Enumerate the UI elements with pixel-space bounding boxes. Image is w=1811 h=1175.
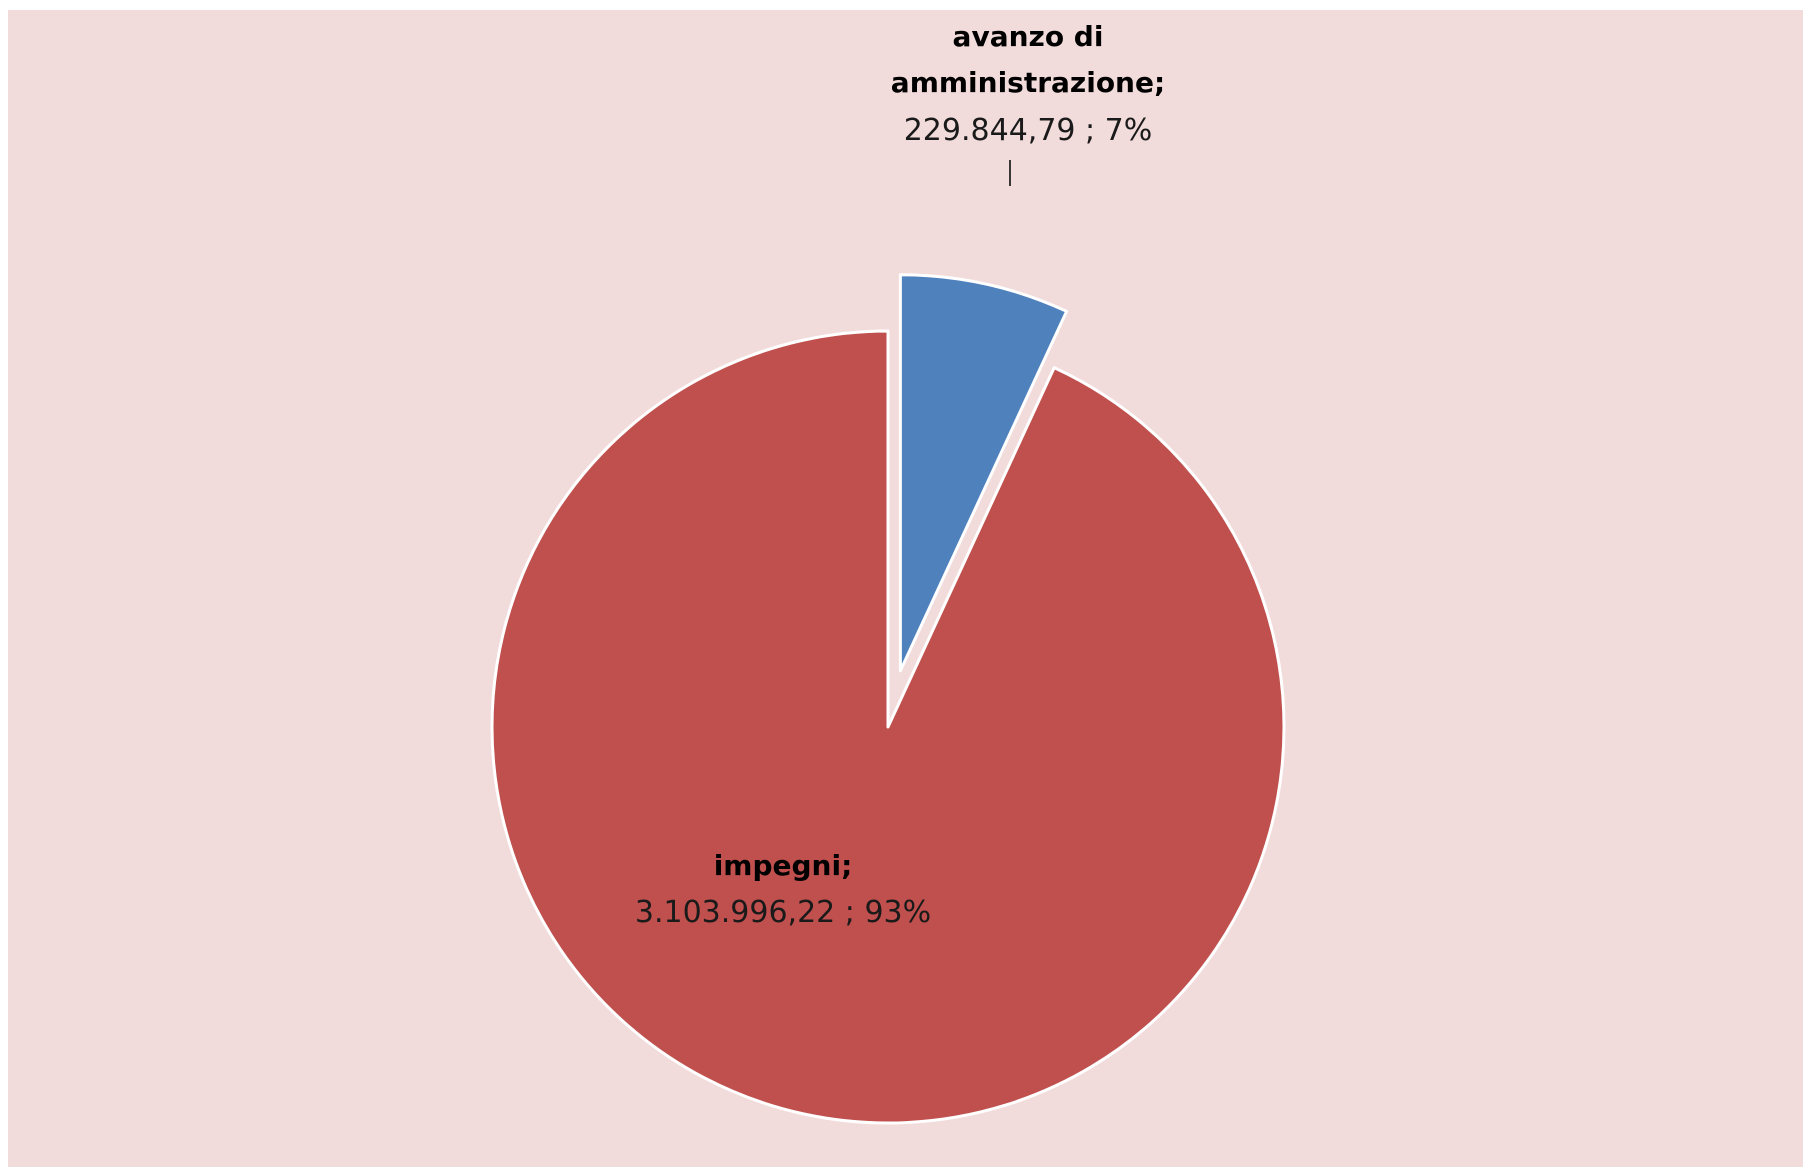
- pie-slice-avanzo: [898, 273, 1069, 673]
- label-avanzo-name-line2: amministrazione;: [891, 66, 1165, 99]
- pie-slice-impegni: [490, 329, 1286, 1125]
- label-impegni-value: 3.103.996,22 ; 93%: [635, 895, 931, 930]
- slices-group: [490, 273, 1286, 1125]
- data-label-avanzo: avanzo di amministrazione; 229.844,79 ; …: [891, 20, 1165, 148]
- label-avanzo-name-line1: avanzo di: [953, 20, 1104, 53]
- label-impegni-name: impegni;: [714, 849, 853, 882]
- data-label-impegni: impegni; 3.103.996,22 ; 93%: [635, 849, 931, 930]
- label-avanzo-value: 229.844,79 ; 7%: [904, 113, 1153, 148]
